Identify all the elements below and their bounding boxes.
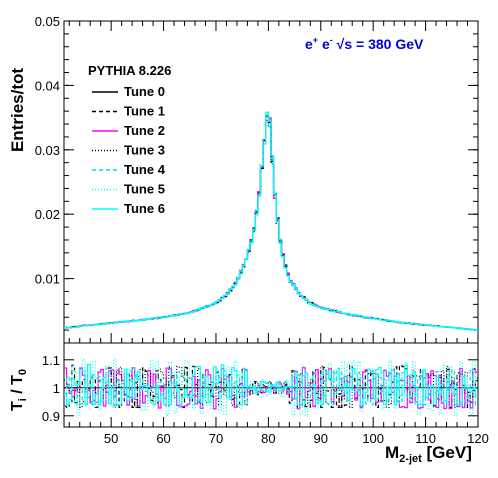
x-tick-label: 90: [314, 431, 328, 446]
bottom-y-tick-label: 1: [53, 381, 60, 396]
x-tick-label: 70: [209, 431, 223, 446]
legend-label: Tune 1: [124, 104, 165, 119]
series-line-top: [64, 112, 478, 331]
top-y-tick-label: 0.03: [35, 143, 60, 158]
top-y-tick-label: 0.04: [35, 78, 60, 93]
x-tick-label: 110: [415, 431, 436, 446]
legend-label: Tune 2: [124, 123, 165, 138]
legend-label: Tune 3: [124, 143, 165, 158]
bottom-y-tick-label: 1.1: [42, 353, 60, 368]
series-line-ratio: [64, 367, 478, 406]
legend-label: Tune 6: [124, 201, 165, 216]
top-y-tick-label: 0.02: [35, 207, 60, 222]
legend-title: PYTHIA 8.226: [88, 63, 171, 78]
series-line-ratio: [64, 358, 478, 417]
x-tick-label: 60: [156, 431, 170, 446]
legend-label: Tune 0: [124, 84, 165, 99]
top-y-tick-label: 0.05: [35, 14, 60, 29]
x-tick-label: 100: [362, 431, 384, 446]
top-y-axis: 0.01 0.02 0.03 0.04 0.05: [35, 14, 478, 331]
x-tick-label: 50: [104, 431, 118, 446]
legend: Tune 0 Tune 1 Tune 2 Tune 3 Tune 4 Tune 5 Tune…: [92, 84, 166, 216]
x-axis-title: M2-jet [GeV]: [385, 443, 472, 465]
series-line-ratio: [64, 363, 478, 406]
legend-label: Tune 5: [124, 182, 165, 197]
top-y-tick-label: 0.01: [35, 272, 60, 287]
x-tick-label: 80: [261, 431, 275, 446]
bottom-y-axis-title: Ti / T0: [9, 369, 29, 411]
energy-annotation: e+ e- √s = 380 GeV: [305, 35, 424, 52]
x-axis: 50 60 70 80 90 100 110 120: [68, 21, 489, 446]
top-series-group: [64, 111, 478, 331]
bottom-y-tick-label: 0.9: [42, 409, 60, 424]
legend-label: Tune 4: [124, 162, 166, 177]
x-tick-label: 120: [467, 431, 489, 446]
bottom-plot-frame: [63, 342, 479, 428]
ratio-series-group: [64, 358, 478, 417]
top-y-axis-title: Entries/tot: [8, 68, 27, 152]
